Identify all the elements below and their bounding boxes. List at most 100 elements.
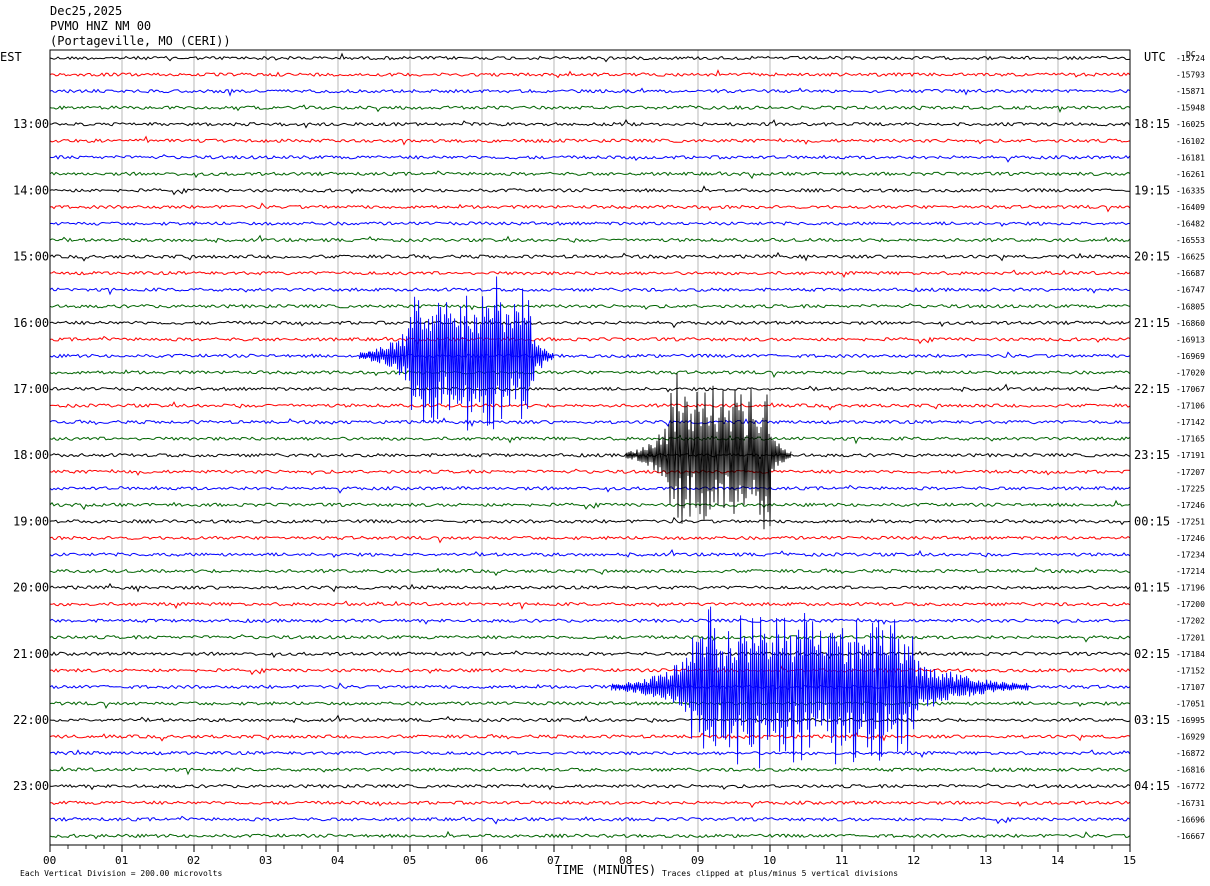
dc-offset-label: -16772 xyxy=(1176,782,1205,791)
dc-offset-label: -16969 xyxy=(1176,352,1205,361)
x-tick-label-12: 12 xyxy=(907,854,920,867)
right-hour-label: 20:15 xyxy=(1134,250,1170,264)
right-hour-label: 18:15 xyxy=(1134,117,1170,131)
dc-offset-label: -16335 xyxy=(1176,186,1205,195)
right-hour-label: 01:15 xyxy=(1134,581,1170,595)
dc-offset-label: -17196 xyxy=(1176,584,1205,593)
right-hour-label: 23:15 xyxy=(1134,448,1170,462)
seismic-trace xyxy=(49,287,1131,296)
dc-offset-label: -16995 xyxy=(1176,716,1205,725)
x-tick-label-13: 13 xyxy=(979,854,992,867)
seismic-trace xyxy=(49,87,1131,97)
event-waveform-3 xyxy=(611,606,1030,769)
dc-offset-label: -17225 xyxy=(1176,484,1205,493)
dc-offset-label: -16553 xyxy=(1176,236,1205,245)
seismic-trace xyxy=(49,549,1131,558)
dc-offset-label: -16181 xyxy=(1176,153,1205,162)
x-tick-label-09: 09 xyxy=(691,854,704,867)
seismic-trace xyxy=(49,185,1131,196)
left-hour-label: 21:00 xyxy=(13,647,49,661)
seismic-trace xyxy=(49,118,1131,129)
dc-offset-label: -17214 xyxy=(1176,567,1205,576)
dc-offset-label: -17251 xyxy=(1176,517,1205,526)
seismic-trace xyxy=(49,104,1131,114)
x-tick-label-00: 00 xyxy=(43,854,56,867)
left-hour-label: 16:00 xyxy=(13,316,49,330)
dc-offset-label: -17202 xyxy=(1176,617,1205,626)
seismic-trace xyxy=(49,567,1131,577)
dc-offset-label: -15793 xyxy=(1176,71,1205,80)
seismic-trace xyxy=(49,499,1131,511)
seismic-trace xyxy=(49,714,1131,724)
dc-offset-label: -17207 xyxy=(1176,468,1205,477)
seismic-trace xyxy=(49,303,1131,311)
x-tick-label-10: 10 xyxy=(763,854,776,867)
x-tick-label-14: 14 xyxy=(1051,854,1065,867)
dc-offset-label: -16731 xyxy=(1176,799,1205,808)
dc-offset-label: -16261 xyxy=(1176,170,1205,179)
left-hour-label: 13:00 xyxy=(13,117,49,131)
x-tick-label-03: 03 xyxy=(259,854,272,867)
dc-offset-label: -16687 xyxy=(1176,269,1205,278)
dc-offset-label: -17142 xyxy=(1176,418,1205,427)
x-tick-label-15: 15 xyxy=(1123,854,1136,867)
dc-offset-label: -16805 xyxy=(1176,302,1205,311)
right-hour-label: 22:15 xyxy=(1134,382,1170,396)
seismic-trace xyxy=(49,830,1131,840)
seismic-trace xyxy=(49,170,1131,180)
right-hour-label: 19:15 xyxy=(1134,183,1170,197)
dc-offset-labels: -15724 -15793 -15871 -15948 -16025 -16102 -161… xyxy=(1176,54,1205,841)
left-hour-label: 18:00 xyxy=(13,448,49,462)
x-tick-label-02: 02 xyxy=(187,854,200,867)
dc-offset-label: -16747 xyxy=(1176,286,1205,295)
footer-clip-note: Traces clipped at plus/minus 5 vertical … xyxy=(662,869,898,878)
date-label: Dec25,2025 xyxy=(50,4,122,18)
dc-offset-label: -15871 xyxy=(1176,87,1205,96)
seismic-trace xyxy=(49,221,1131,227)
dc-offset-label: -16872 xyxy=(1176,749,1205,758)
left-hour-label: 17:00 xyxy=(13,382,49,396)
dc-offset-label: -15948 xyxy=(1176,104,1205,113)
seismic-trace xyxy=(49,135,1131,146)
dc-offset-label: -16102 xyxy=(1176,137,1205,146)
event-group xyxy=(359,276,1030,769)
dc-offset-label: -17246 xyxy=(1176,501,1205,510)
dc-offset-label: -17107 xyxy=(1176,683,1205,692)
trace-group xyxy=(49,52,1131,840)
right-timezone-label: UTC xyxy=(1144,50,1166,64)
seismic-trace xyxy=(49,69,1131,79)
right-hour-label: 03:15 xyxy=(1134,713,1170,727)
seismic-trace xyxy=(49,234,1131,244)
seismic-trace xyxy=(49,617,1131,625)
seismic-trace xyxy=(49,251,1131,262)
seismic-trace xyxy=(50,800,1131,809)
x-axis: 00 01 02 03 04 05 06 07 08 09 10 11 12 13 14 15 xyxy=(43,845,1136,867)
left-hour-label: 22:00 xyxy=(13,713,49,727)
seismic-trace xyxy=(49,749,1131,759)
dc-offset-label: -16667 xyxy=(1176,832,1205,841)
seismic-trace xyxy=(49,535,1131,544)
seismic-trace xyxy=(49,665,1131,676)
dc-offset-label: -16696 xyxy=(1176,815,1205,824)
dc-offset-label: -17201 xyxy=(1176,633,1205,642)
seismic-trace xyxy=(49,731,1131,742)
seismic-trace xyxy=(49,701,1131,710)
left-hour-label: 19:00 xyxy=(13,514,49,528)
seismic-trace xyxy=(49,600,1131,610)
dc-offset-label: -17165 xyxy=(1176,435,1205,444)
dc-offset-label: -17020 xyxy=(1176,368,1205,377)
dc-offset-label: -17246 xyxy=(1176,534,1205,543)
dc-offset-label: -17184 xyxy=(1176,650,1205,659)
seismic-trace xyxy=(49,783,1131,791)
right-hour-label: 21:15 xyxy=(1134,316,1170,330)
dc-offset-label: -16409 xyxy=(1176,203,1205,212)
seismic-trace xyxy=(49,452,1131,460)
time-gridlines xyxy=(49,50,1131,845)
right-hour-label: 02:15 xyxy=(1134,647,1170,661)
station-label: PVMO HNZ NM 00 xyxy=(50,19,151,33)
dc-offset-label: -16482 xyxy=(1176,220,1205,229)
dc-offset-label: -16816 xyxy=(1176,766,1205,775)
left-hour-label: 20:00 xyxy=(13,581,49,595)
seismic-trace xyxy=(49,401,1131,411)
